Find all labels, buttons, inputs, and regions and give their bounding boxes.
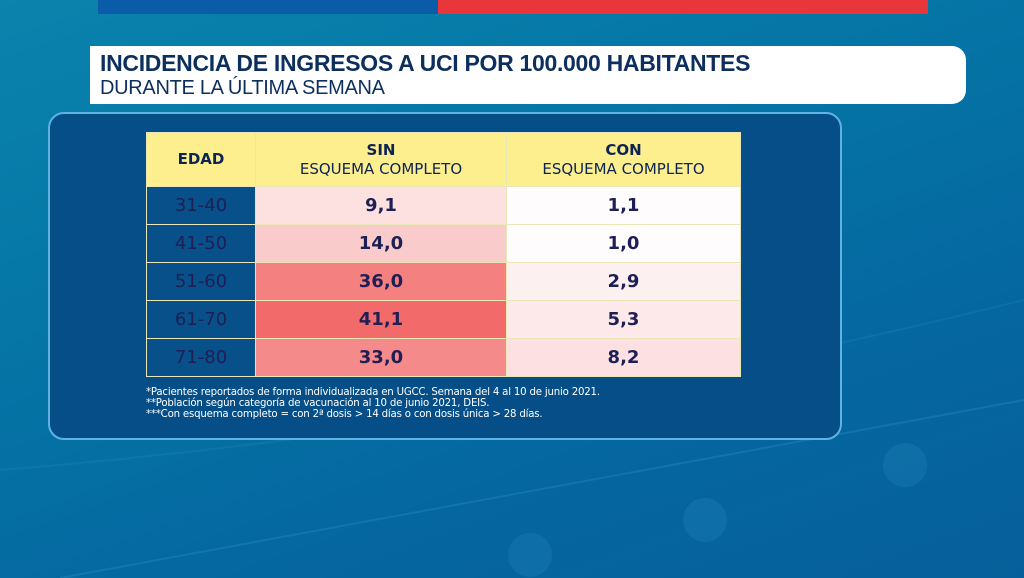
sin-esquema-cell: 9,1 [255,186,507,225]
table-row: 71-80 33,0 8,2 [146,338,741,377]
table-row: 41-50 14,0 1,0 [146,224,741,263]
column-header-sublabel: ESQUEMA COMPLETO [299,159,463,178]
column-header-label: EDAD [177,150,225,168]
sin-esquema-cell: 41,1 [255,300,507,339]
table-header-row: EDAD SIN ESQUEMA COMPLETO CON ESQUEMA CO… [146,132,741,187]
top-bar-red [438,0,928,14]
footnote: *Pacientes reportados de forma individua… [146,387,600,398]
footnote: ***Con esquema completo = con 2ª dosis >… [146,409,543,420]
top-bar-blue [98,0,438,14]
column-header-con-esquema: CON ESQUEMA COMPLETO [506,132,741,187]
con-esquema-cell: 1,0 [506,224,741,263]
con-esquema-cell: 2,9 [506,262,741,301]
column-header-edad: EDAD [146,132,256,187]
title-box: INCIDENCIA DE INGRESOS A UCI POR 100.000… [90,46,966,104]
con-esquema-cell: 8,2 [506,338,741,377]
age-cell: 61-70 [146,300,256,339]
page-title: INCIDENCIA DE INGRESOS A UCI POR 100.000… [100,50,751,76]
age-cell: 51-60 [146,262,256,301]
age-cell: 41-50 [146,224,256,263]
column-header-label: SIN [366,140,396,159]
sin-esquema-cell: 33,0 [255,338,507,377]
column-header-sublabel: ESQUEMA COMPLETO [542,159,705,178]
table-row: 61-70 41,1 5,3 [146,300,741,339]
column-header-sin-esquema: SIN ESQUEMA COMPLETO [255,132,507,187]
page-subtitle: DURANTE LA ÚLTIMA SEMANA [100,77,385,99]
sin-esquema-cell: 14,0 [255,224,507,263]
con-esquema-cell: 1,1 [506,186,741,225]
con-esquema-cell: 5,3 [506,300,741,339]
table-row: 31-40 9,1 1,1 [146,186,741,225]
age-cell: 31-40 [146,186,256,225]
sin-esquema-cell: 36,0 [255,262,507,301]
column-header-label: CON [605,140,642,159]
table-row: 51-60 36,0 2,9 [146,262,741,301]
age-cell: 71-80 [146,338,256,377]
footnote: **Población según categoría de vacunació… [146,398,490,409]
footnotes: *Pacientes reportados de forma individua… [146,387,600,420]
icu-incidence-table: EDAD SIN ESQUEMA COMPLETO CON ESQUEMA CO… [146,132,741,377]
